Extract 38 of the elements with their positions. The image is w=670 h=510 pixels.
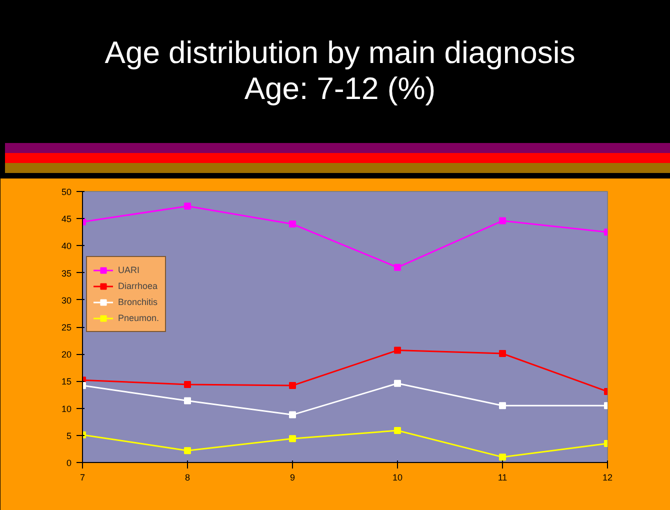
point xyxy=(394,346,401,354)
point xyxy=(394,264,401,271)
y-tick-label: 50 xyxy=(61,187,72,197)
point xyxy=(184,380,191,388)
legend-label: UARI xyxy=(118,264,140,277)
chart-title: Age distribution by main diagnosis Age: 7-12 (%) xyxy=(5,5,670,133)
point xyxy=(499,217,506,224)
y-tick-label: 0 xyxy=(66,458,72,468)
x-tick-label: 10 xyxy=(392,472,403,482)
point xyxy=(289,435,296,442)
point xyxy=(499,454,506,461)
x-tick-label: 9 xyxy=(290,472,296,482)
legend-label: Diarrhoea xyxy=(118,280,158,293)
point xyxy=(499,350,506,358)
y-tick-label: 40 xyxy=(61,241,72,252)
point xyxy=(289,411,296,418)
y-tick-label: 5 xyxy=(66,430,72,441)
y-tick-label: 20 xyxy=(61,350,72,360)
x-tick-label: 11 xyxy=(498,472,508,482)
point xyxy=(289,220,296,228)
y-tick-label: 45 xyxy=(61,214,72,224)
legend-label: Bronchitis xyxy=(118,296,158,309)
point xyxy=(289,382,296,390)
y-tick-label: 25 xyxy=(61,322,72,332)
x-tick-label: 12 xyxy=(602,472,613,482)
point xyxy=(184,397,191,404)
y-tick-label: 35 xyxy=(61,268,72,278)
point xyxy=(184,202,191,210)
point xyxy=(394,427,401,434)
point xyxy=(394,380,401,387)
legend-label: Pneumon. xyxy=(118,312,160,325)
x-tick-label: 7 xyxy=(80,472,86,482)
y-tick-label: 15 xyxy=(61,376,72,387)
y-tick-label: 10 xyxy=(61,404,72,414)
point xyxy=(184,447,191,454)
point xyxy=(499,402,506,410)
y-tick-label: 30 xyxy=(61,295,72,306)
x-tick-label: 8 xyxy=(184,472,190,482)
